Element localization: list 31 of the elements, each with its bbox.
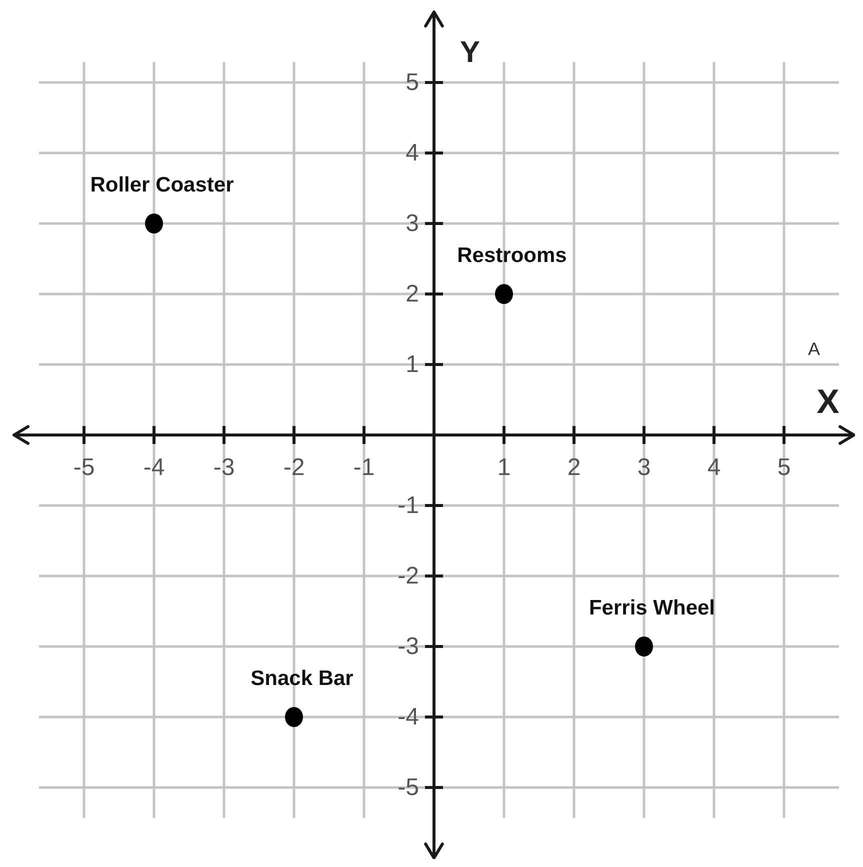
y-tick-label: 3	[406, 210, 419, 238]
point	[145, 214, 163, 234]
y-axis-title: Y	[460, 36, 480, 69]
x-tick-label: 5	[777, 454, 791, 482]
annotation: Restrooms	[457, 244, 567, 267]
x-tick-label: 2	[567, 454, 581, 482]
y-tick-label: -1	[398, 492, 419, 520]
point	[285, 707, 303, 727]
y-tick-label: -2	[398, 562, 419, 590]
x-axis-title: X	[816, 383, 840, 421]
annotation: A	[808, 339, 820, 359]
y-tick-label: 1	[406, 351, 419, 378]
annotation: Roller Coaster	[90, 174, 234, 196]
y-tick-label: -3	[398, 633, 419, 660]
x-tick-label: -5	[73, 454, 95, 482]
annotation: Ferris Wheel	[588, 596, 716, 620]
y-tick-label: 2	[406, 280, 419, 308]
y-tick-label: 4	[406, 140, 419, 167]
point	[495, 284, 513, 304]
x-tick-label: -3	[213, 454, 235, 482]
annotation: Snack Bar	[250, 667, 354, 690]
point	[635, 636, 653, 656]
x-tick-label: 3	[637, 454, 651, 482]
y-tick-label: -4	[398, 704, 419, 731]
x-tick-label: -4	[143, 454, 165, 482]
y-tick-label: 5	[406, 69, 419, 96]
x-tick-label: 1	[497, 454, 511, 482]
y-tick-label: -5	[398, 774, 419, 802]
x-tick-label: -1	[353, 454, 375, 482]
x-tick-label: 4	[707, 454, 721, 482]
x-tick-label: -2	[283, 454, 305, 482]
